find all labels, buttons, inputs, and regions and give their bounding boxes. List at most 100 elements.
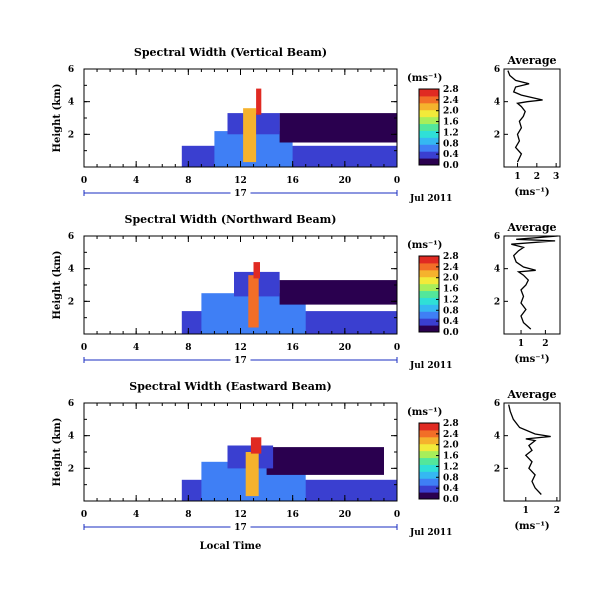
y-tick-label: 4 [68,98,74,108]
colorbar-tick-label: 1.2 [443,462,459,472]
x-tick-label: 16 [286,176,299,186]
colorbar: (ms⁻¹) 0.00.40.81.21.62.02.42.8 [407,407,459,505]
colorbar-tick-label: 0.4 [443,484,459,494]
colorbar-unit: (ms⁻¹) [407,407,442,418]
average-y-tick-label: 6 [494,399,500,409]
colorbar-swatch [419,457,439,465]
date-day-bg [230,521,251,532]
average-line [508,404,551,495]
colorbar-swatch [419,485,439,493]
colorbar-tick-label: 2.0 [443,274,459,284]
colorbar-unit: (ms⁻¹) [407,73,442,84]
heatmap-region-4 [248,275,259,328]
x-tick-label: 4 [133,510,139,520]
x-tick-label: 4 [133,176,139,186]
average-title: Average [506,388,556,401]
date-label: Jul 2011 [409,194,452,204]
colorbar-swatch [419,423,439,431]
average-y-tick-label: 4 [494,265,500,275]
x-tick-label: 0 [394,176,400,186]
colorbar-swatch [419,471,439,479]
x-tick-label: 16 [286,510,299,520]
x-tick-label: 0 [394,510,400,520]
colorbar-tick-label: 1.2 [443,128,459,138]
colorbar-tick-label: 0.8 [443,473,459,483]
colorbar-tick-label: 2.4 [443,263,459,273]
colorbar-swatch [419,450,439,459]
colorbar-swatch [419,262,439,271]
y-tick-label: 2 [68,130,74,140]
date-day-label: 17 [234,356,247,366]
heatmap-regions [181,88,397,167]
average-x-tick-label: 2 [554,506,560,516]
colorbar-swatch [419,464,439,472]
x-tick-label: 0 [81,343,87,353]
average-y-tick-label: 2 [494,130,500,140]
colorbar-swatch [419,297,439,305]
colorbar-swatch [419,283,439,292]
average-x-tick-label: 3 [553,172,559,182]
colorbar-tick-label: 0.0 [443,495,459,505]
colorbar-swatch [419,311,439,319]
average-x-tick-label: 1 [514,172,520,182]
x-tick-label: 12 [234,510,247,520]
colorbar-tick-label: 1.2 [443,295,459,305]
colorbar-swatch [419,436,439,445]
y-tick-label: 2 [68,464,74,474]
average-title: Average [506,54,556,67]
date-label: Jul 2011 [409,528,452,538]
colorbar-swatch [419,158,439,166]
colorbar-swatch [419,89,439,97]
average-y-tick-label: 4 [494,98,500,108]
panel-title: Spectral Width (Vertical Beam) [134,46,327,59]
colorbar-swatch [419,276,439,285]
average-x-tick-label: 2 [542,339,548,349]
colorbar-swatch [419,325,439,333]
x-tick-label: 8 [185,510,191,520]
y-tick-label: 6 [68,399,74,409]
colorbar-swatch [419,116,439,125]
colorbar-swatch [419,137,439,145]
average-y-tick-label: 6 [494,65,500,75]
y-tick-label: 4 [68,265,74,275]
colorbar-swatch [419,304,439,312]
heatmap-region-5 [250,437,262,454]
x-tick-label: 8 [185,343,191,353]
colorbar-swatch [419,492,439,500]
colorbar-swatch [419,130,439,138]
date-day-bg [230,354,251,365]
date-day-label: 17 [234,523,247,533]
average-y-tick-label: 2 [494,464,500,474]
x-tick-label: 12 [234,176,247,186]
colorbar-frame [418,255,440,333]
average-x-label: (ms⁻¹) [514,354,549,365]
heatmap-region-2 [279,280,397,305]
average-y-tick-label: 2 [494,297,500,307]
colorbar-swatch [419,443,439,452]
colorbar-swatch [419,290,439,298]
colorbar-swatch [419,123,439,131]
x-axis-label: Local Time [200,541,262,552]
colorbar-swatch [419,144,439,152]
y-tick-label: 2 [68,297,74,307]
average-frame [503,68,561,168]
x-tick-label: 8 [185,176,191,186]
average-title: Average [506,221,556,234]
x-tick-label: 0 [81,510,87,520]
colorbar: (ms⁻¹) 0.00.40.81.21.62.02.42.8 [407,73,459,171]
average-frame [503,235,561,335]
colorbar-swatch [419,429,439,438]
average-frame [503,402,561,502]
y-tick-label: 6 [68,65,74,75]
heatmap-regions [181,262,397,334]
average-x-tick-label: 1 [523,506,529,516]
colorbar-tick-label: 1.6 [443,118,459,128]
colorbar-swatch [419,256,439,264]
panel-0: Spectral Width (Vertical Beam)0 4 8 12 16 20 0… [52,46,561,204]
colorbar-tick-label: 0.4 [443,150,459,160]
heatmap-region-2 [279,113,397,143]
y-tick-label: 4 [68,432,74,442]
heatmap-region-5 [253,262,260,279]
colorbar-swatch [419,151,439,159]
